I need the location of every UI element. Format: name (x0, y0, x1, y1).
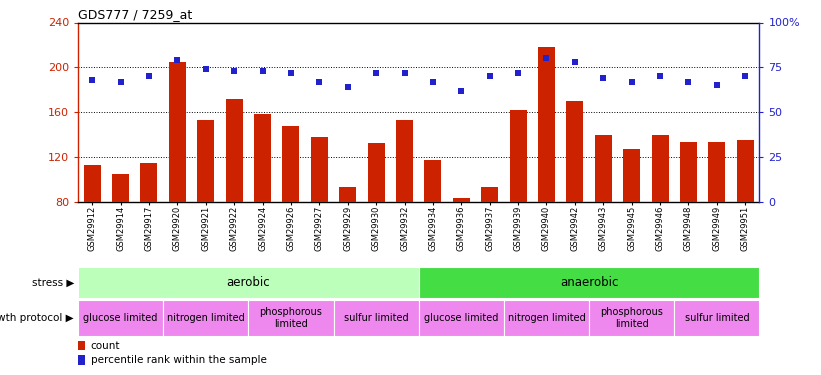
Point (256, 68, 269, 74)
Bar (368, 144, 384, 202)
Point (114, 79, 127, 85)
Bar (419, 300, 504, 336)
Bar (112, 174, 129, 202)
Point (171, 57, 184, 63)
Bar (78, 267, 419, 298)
Bar (78, 355, 85, 364)
Point (455, 88, 468, 94)
Bar (78, 300, 163, 336)
Bar (652, 135, 668, 202)
Point (710, 82, 723, 88)
Bar (311, 137, 328, 202)
Text: nitrogen limited: nitrogen limited (507, 313, 585, 323)
Bar (566, 101, 584, 202)
Bar (396, 120, 413, 202)
Bar (680, 142, 697, 202)
Bar (339, 187, 356, 202)
Bar (169, 62, 186, 202)
Point (227, 68, 241, 74)
Bar (197, 120, 214, 202)
Text: phosphorous
limited: phosphorous limited (259, 307, 323, 328)
Point (540, 56, 553, 62)
Text: nitrogen limited: nitrogen limited (167, 313, 245, 323)
Bar (333, 300, 419, 336)
Bar (282, 126, 300, 202)
Point (284, 70, 297, 76)
Point (142, 73, 155, 79)
Text: glucose limited: glucose limited (84, 313, 158, 323)
Point (483, 73, 496, 79)
Text: count: count (90, 341, 120, 351)
Point (625, 79, 638, 85)
Bar (249, 300, 333, 336)
Bar (504, 300, 589, 336)
Bar (78, 340, 85, 350)
Point (568, 59, 581, 65)
Point (200, 66, 213, 72)
Text: growth protocol ▶: growth protocol ▶ (0, 313, 74, 323)
Bar (481, 187, 498, 202)
Point (597, 75, 610, 81)
Bar (510, 110, 526, 202)
Text: anaerobic: anaerobic (560, 276, 618, 289)
Point (398, 70, 411, 76)
Point (739, 73, 752, 79)
Bar (424, 160, 442, 202)
Text: sulfur limited: sulfur limited (685, 313, 749, 323)
Bar (84, 165, 101, 202)
Bar (538, 47, 555, 202)
Bar (623, 149, 640, 202)
Point (85, 77, 99, 83)
Text: stress ▶: stress ▶ (31, 278, 74, 288)
Bar (254, 114, 271, 202)
Text: sulfur limited: sulfur limited (344, 313, 408, 323)
Point (426, 79, 439, 85)
Bar (419, 267, 759, 298)
Bar (589, 300, 674, 336)
Point (313, 79, 326, 85)
Bar (163, 300, 249, 336)
Point (654, 73, 667, 79)
Point (511, 70, 525, 76)
Bar (140, 162, 158, 202)
Point (682, 79, 695, 85)
Bar (709, 142, 726, 202)
Text: glucose limited: glucose limited (424, 313, 498, 323)
Text: GDS777 / 7259_at: GDS777 / 7259_at (78, 8, 192, 21)
Bar (674, 300, 759, 336)
Point (369, 70, 383, 76)
Text: aerobic: aerobic (227, 276, 270, 289)
Bar (594, 135, 612, 202)
Point (342, 84, 355, 90)
Bar (453, 198, 470, 202)
Bar (736, 140, 754, 202)
Text: percentile rank within the sample: percentile rank within the sample (90, 355, 267, 365)
Bar (226, 99, 243, 202)
Text: phosphorous
limited: phosphorous limited (600, 307, 663, 328)
